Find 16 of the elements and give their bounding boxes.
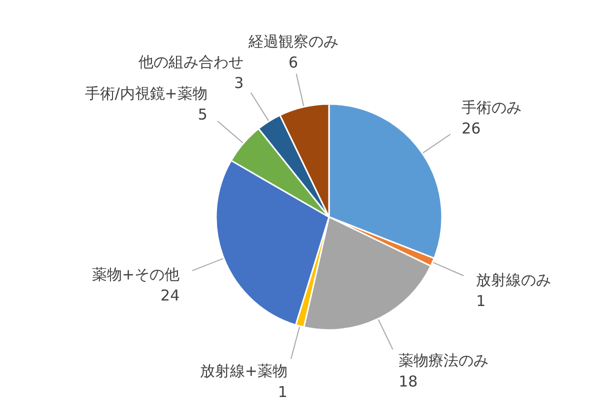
- data-label: 1: [476, 292, 486, 310]
- slice-label: 放射線のみ: [476, 271, 552, 290]
- data-label: 6: [288, 54, 298, 72]
- data-label: 1: [278, 382, 288, 399]
- slice-label: 薬物療法のみ: [398, 352, 489, 370]
- slice-label: 手術のみ: [462, 98, 522, 117]
- data-label: 18: [398, 372, 418, 391]
- slice-label: 他の組み合わせ: [138, 53, 244, 72]
- data-label: 5: [198, 105, 208, 124]
- slice-label: 薬物+その他: [92, 266, 180, 284]
- data-label: 3: [234, 74, 244, 92]
- slice-label: 経過観察のみ: [247, 32, 338, 51]
- data-label: 24: [160, 286, 180, 305]
- slice-label: 手術/内視鏡+薬物: [84, 84, 208, 102]
- data-label: 26: [462, 120, 481, 138]
- slice-label: 放射線+薬物: [200, 362, 288, 380]
